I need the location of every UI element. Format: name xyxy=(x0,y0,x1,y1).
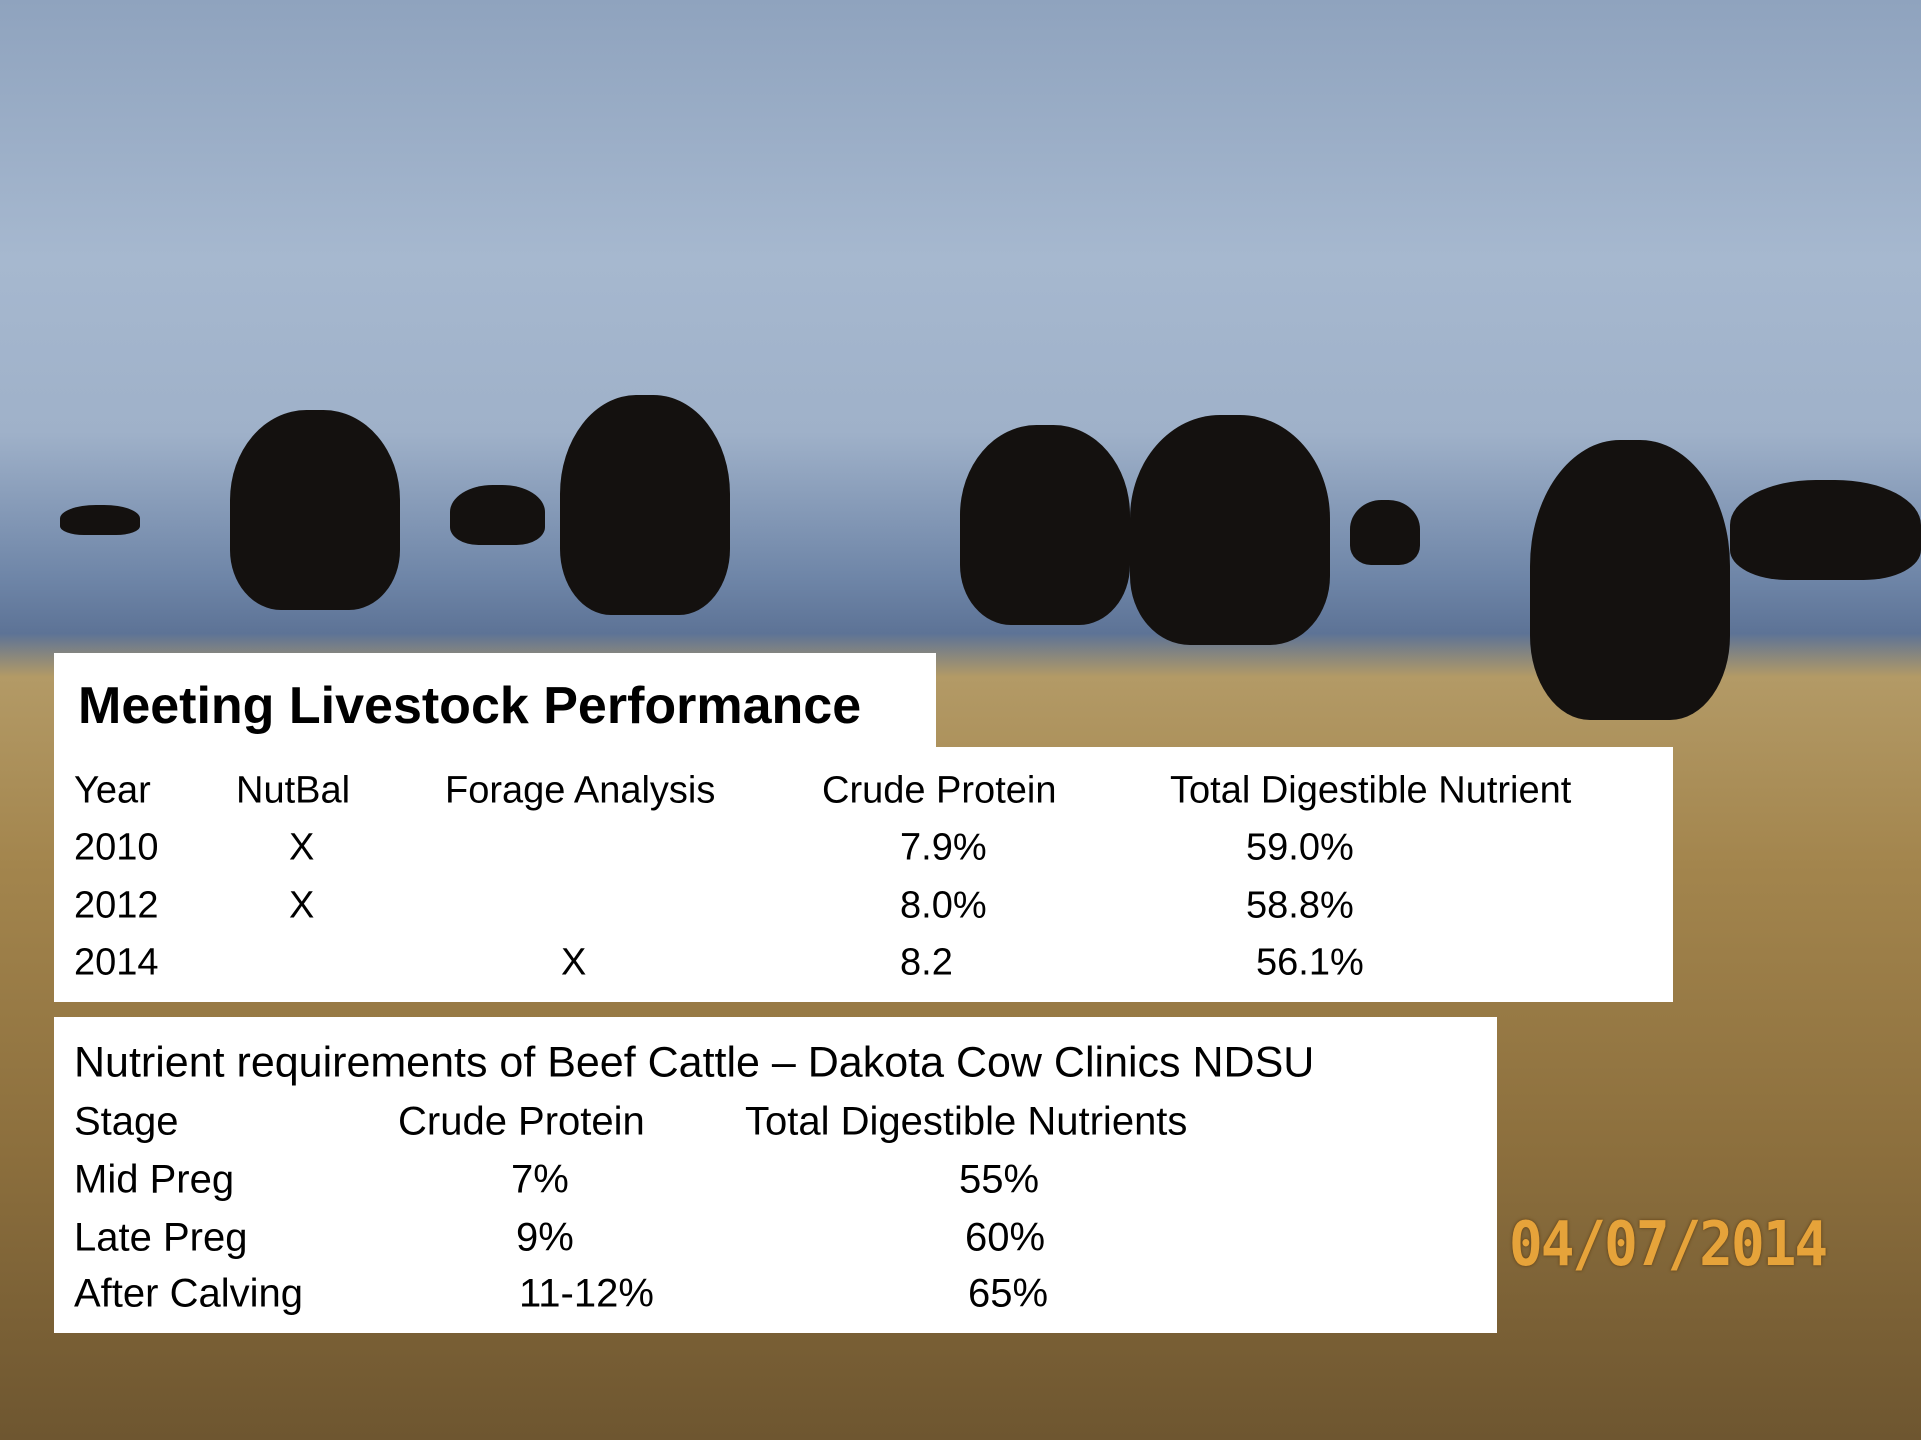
cow xyxy=(1130,415,1330,645)
cell: 55% xyxy=(959,1157,1040,1202)
cell: 2010 xyxy=(74,826,159,869)
title-box xyxy=(54,653,936,749)
cell: 2014 xyxy=(74,941,159,984)
header-cell: Crude Protein xyxy=(398,1099,645,1144)
cell: X xyxy=(561,941,587,984)
date-stamp: 04/07/2014 xyxy=(1509,1208,1828,1281)
cell: X xyxy=(289,826,315,869)
table1-box xyxy=(54,747,1673,1002)
cow xyxy=(1730,480,1921,580)
cell: 8.2 xyxy=(900,941,953,984)
cow xyxy=(1350,500,1420,565)
cow xyxy=(1530,440,1730,720)
header-cell: NutBal xyxy=(236,769,351,812)
header-cell: Crude Protein xyxy=(822,769,1057,812)
cell: 60% xyxy=(965,1215,1046,1260)
cell: 2012 xyxy=(74,884,159,927)
header-cell: Total Digestible Nutrients xyxy=(745,1099,1188,1144)
title: Meeting Livestock Performance xyxy=(78,677,862,735)
cow xyxy=(60,505,140,535)
cell: Late Preg xyxy=(74,1215,248,1260)
cell: 9% xyxy=(516,1215,574,1260)
cell: 11-12% xyxy=(519,1271,654,1316)
cell: Mid Preg xyxy=(74,1157,235,1202)
header-cell: Total Digestible Nutrient xyxy=(1170,769,1572,812)
header-cell: Year xyxy=(74,769,151,812)
cell: 59.0% xyxy=(1246,826,1354,869)
cell: X xyxy=(289,884,315,927)
cell: 58.8% xyxy=(1246,884,1354,927)
cow xyxy=(960,425,1130,625)
table2-title: Nutrient requirements of Beef Cattle – D… xyxy=(74,1038,1315,1087)
cell: 56.1% xyxy=(1256,941,1364,984)
cow xyxy=(230,410,400,610)
cell: 65% xyxy=(968,1271,1049,1316)
header-cell: Forage Analysis xyxy=(445,769,716,812)
cell: 7% xyxy=(511,1157,569,1202)
cell: 7.9% xyxy=(900,826,987,869)
cell: After Calving xyxy=(74,1271,303,1316)
table2-box xyxy=(54,1017,1497,1333)
cell: 8.0% xyxy=(900,884,987,927)
header-cell: Stage xyxy=(74,1099,179,1144)
cow xyxy=(560,395,730,615)
cow xyxy=(450,485,545,545)
